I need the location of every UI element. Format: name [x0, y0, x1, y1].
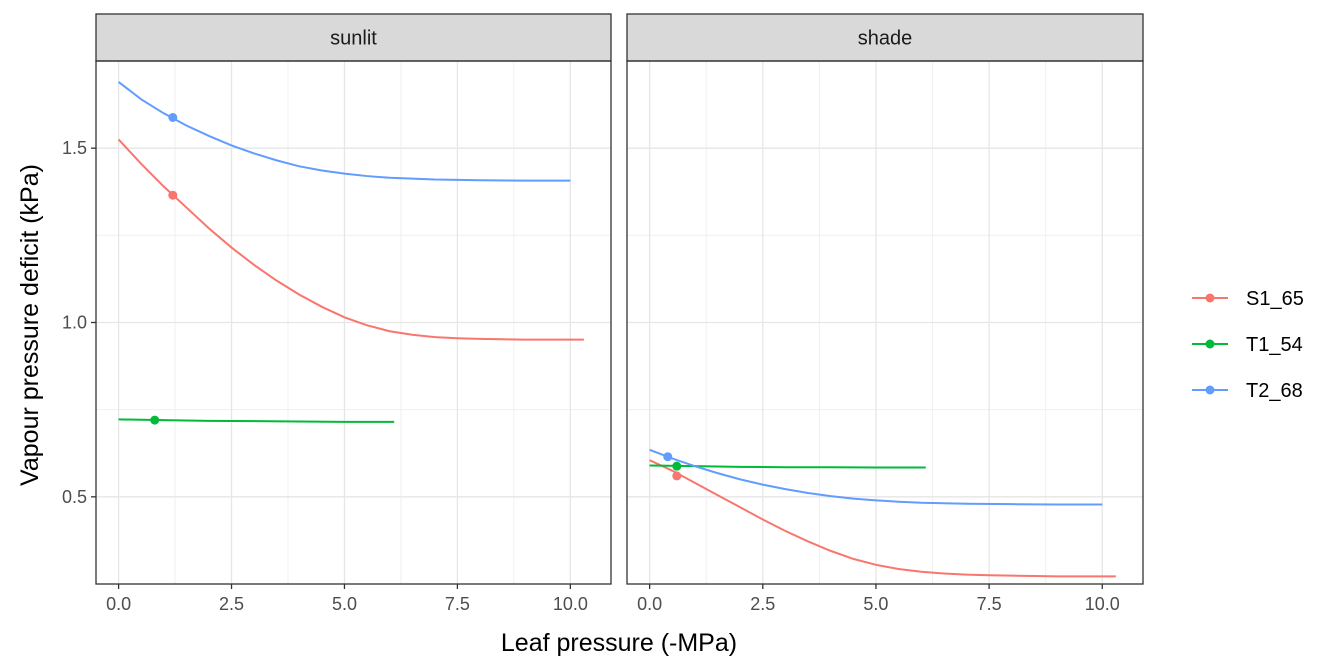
series-point-T2_68 [168, 112, 178, 122]
legend: S1_65 T1_54 T2_68 [1192, 288, 1304, 402]
x-tick-label: 2.5 [750, 594, 775, 614]
x-tick-label: 7.5 [977, 594, 1002, 614]
panels: sunlit 0.0 2.5 5.0 7.5 10.0 0.5 1.0 1.5 shade 0.0 2… [62, 13, 1144, 614]
panel-shade: shade 0.0 2.5 5.0 7.5 10.0 [626, 13, 1144, 614]
legend-key-point [1205, 293, 1215, 303]
series-line-T2_68 [649, 448, 1103, 506]
x-tick-label: 5.0 [332, 594, 357, 614]
legend-key-point [1205, 339, 1215, 349]
legend-label: T1_54 [1246, 334, 1303, 356]
x-tick-label: 0.0 [106, 594, 131, 614]
series-point-T1_54 [150, 415, 160, 425]
facet-strip [626, 13, 1144, 62]
facet-strip-label: shade [858, 28, 913, 50]
series-point-T1_54 [672, 461, 682, 471]
facet-strip [95, 13, 612, 62]
series-line-T1_54 [118, 418, 395, 423]
legend-label: S1_65 [1246, 288, 1304, 310]
legend-label: T2_68 [1246, 380, 1303, 402]
y-tick-label: 0.5 [62, 487, 87, 507]
y-tick-label: 1.5 [62, 138, 87, 158]
series-point-S1_65 [672, 471, 682, 481]
panel-sunlit: sunlit 0.0 2.5 5.0 7.5 10.0 0.5 1.0 1.5 [62, 13, 612, 614]
series-point-S1_65 [168, 190, 178, 200]
series-point-T2_68 [663, 452, 673, 462]
series-line-S1_65 [649, 459, 1116, 578]
series-line-S1_65 [117, 138, 584, 341]
y-axis-title: Vapour pressure deficit (kPa) [16, 164, 44, 486]
x-tick-label: 10.0 [553, 594, 588, 614]
legend-key-point [1205, 385, 1215, 395]
x-tick-label: 5.0 [863, 594, 888, 614]
legend-item-S1_65: S1_65 [1192, 288, 1304, 310]
x-axis-title: Leaf pressure (-MPa) [501, 629, 737, 657]
x-tick-label: 10.0 [1085, 594, 1120, 614]
x-tick-label: 0.0 [637, 594, 662, 614]
legend-item-T1_54: T1_54 [1192, 334, 1303, 356]
facet-strip-label: sunlit [330, 28, 377, 50]
panel-border [626, 60, 1144, 585]
x-tick-label: 2.5 [219, 594, 244, 614]
y-tick-label: 1.0 [62, 313, 87, 333]
x-tick-label: 7.5 [445, 594, 470, 614]
legend-item-T2_68: T2_68 [1192, 380, 1303, 402]
series-line-T2_68 [117, 81, 571, 182]
